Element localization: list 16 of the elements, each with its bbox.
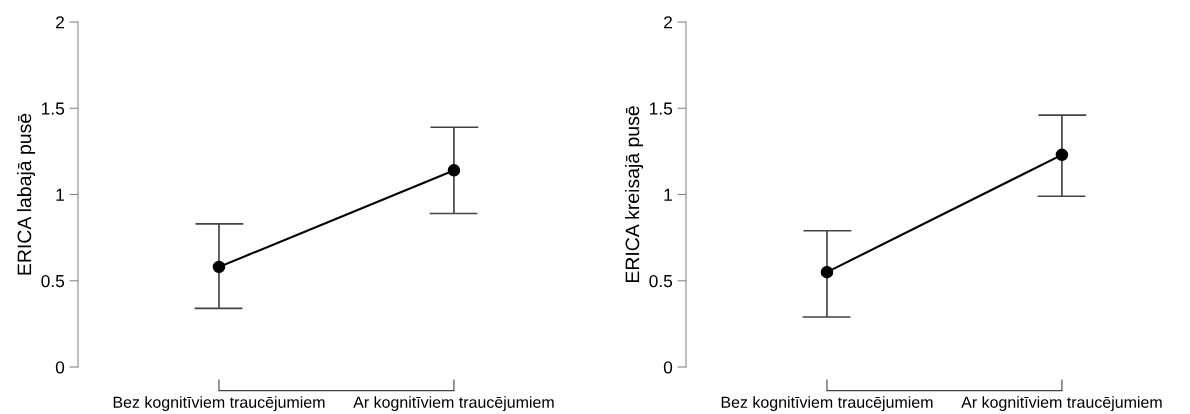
y-tick-label: 0.5 xyxy=(649,274,673,288)
y-tick-label: 1 xyxy=(56,188,64,201)
y-tick-label: 1.5 xyxy=(42,102,65,115)
x-tick-label: Bez kognitīviem traucējumiem xyxy=(113,396,325,412)
x-tick-label: Ar kognitīviem traucējumiem xyxy=(353,396,554,412)
y-axis-title: ERICA kreisajā pusē xyxy=(624,106,644,283)
y-tick-label: 0 xyxy=(663,361,673,374)
y-tick-label: 2 xyxy=(56,16,64,29)
y-tick-label: 0.5 xyxy=(41,274,65,288)
y-axis-title: ERICA labajā pusē xyxy=(16,113,36,275)
y-tick-label: 0 xyxy=(55,361,65,374)
x-tick-label: Ar kognitīviem traucējumiem xyxy=(961,396,1162,412)
y-tick-label: 1.5 xyxy=(650,102,673,115)
x-tick-label: Bez kognitīviem traucējumiem xyxy=(721,396,933,412)
y-tick-label: 2 xyxy=(664,16,672,29)
y-tick-label: 1 xyxy=(664,188,672,201)
